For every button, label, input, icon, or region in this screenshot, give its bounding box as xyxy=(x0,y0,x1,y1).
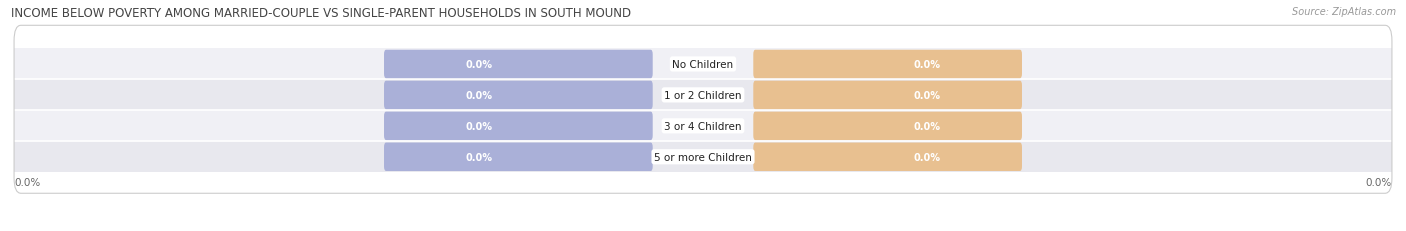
Bar xyxy=(14,80,1392,111)
Text: 0.0%: 0.0% xyxy=(914,152,941,162)
Text: 0.0%: 0.0% xyxy=(14,177,41,187)
Text: Source: ZipAtlas.com: Source: ZipAtlas.com xyxy=(1292,7,1396,17)
Bar xyxy=(14,111,1392,142)
Text: 1 or 2 Children: 1 or 2 Children xyxy=(664,91,742,100)
Bar xyxy=(14,142,1392,173)
FancyBboxPatch shape xyxy=(384,143,652,171)
FancyBboxPatch shape xyxy=(754,112,1022,140)
FancyBboxPatch shape xyxy=(754,51,1022,79)
Text: No Children: No Children xyxy=(672,60,734,70)
Text: 0.0%: 0.0% xyxy=(465,91,492,100)
Text: 0.0%: 0.0% xyxy=(914,91,941,100)
FancyBboxPatch shape xyxy=(384,112,652,140)
FancyBboxPatch shape xyxy=(384,51,652,79)
Text: 0.0%: 0.0% xyxy=(465,121,492,131)
Text: 0.0%: 0.0% xyxy=(465,152,492,162)
Bar xyxy=(14,49,1392,80)
Text: 5 or more Children: 5 or more Children xyxy=(654,152,752,162)
Text: 0.0%: 0.0% xyxy=(465,60,492,70)
FancyBboxPatch shape xyxy=(384,81,652,110)
Text: 0.0%: 0.0% xyxy=(1365,177,1392,187)
Text: INCOME BELOW POVERTY AMONG MARRIED-COUPLE VS SINGLE-PARENT HOUSEHOLDS IN SOUTH M: INCOME BELOW POVERTY AMONG MARRIED-COUPL… xyxy=(11,7,631,20)
Text: 3 or 4 Children: 3 or 4 Children xyxy=(664,121,742,131)
Text: 0.0%: 0.0% xyxy=(914,60,941,70)
FancyBboxPatch shape xyxy=(754,81,1022,110)
Text: 0.0%: 0.0% xyxy=(914,121,941,131)
FancyBboxPatch shape xyxy=(754,143,1022,171)
